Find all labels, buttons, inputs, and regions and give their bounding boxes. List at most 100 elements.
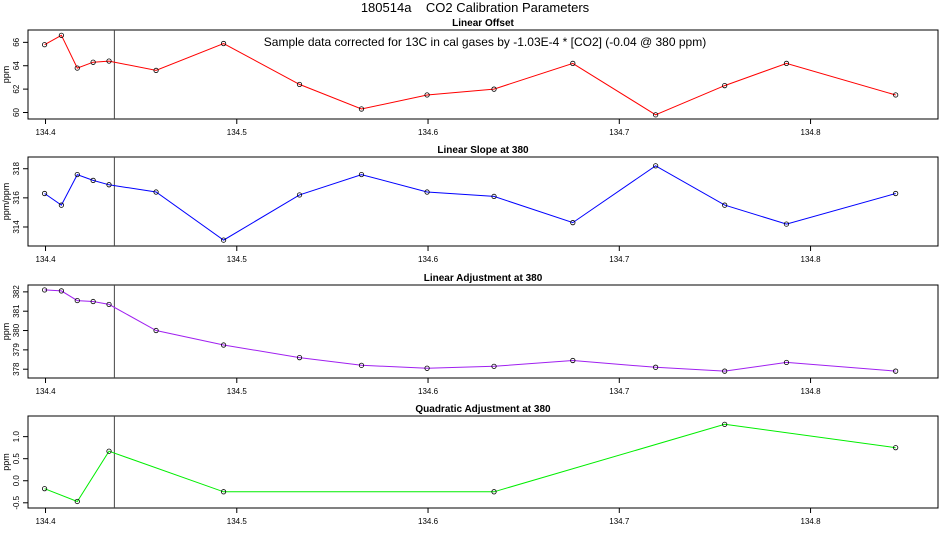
data-point (893, 368, 899, 374)
chart-title: Linear Offset (452, 18, 514, 29)
data-point (783, 221, 790, 227)
data-point (58, 32, 64, 38)
chart-title: Quadratic Adjustment at 380 (415, 404, 551, 415)
data-point (74, 65, 80, 71)
x-tick-label: 134.8 (801, 128, 822, 137)
y-tick-label: 380 (12, 323, 21, 337)
data-point (491, 489, 497, 495)
data-point (90, 298, 96, 305)
chart-panel-4: Quadratic Adjustment at 380 ppm 134.4 134.5… (1, 404, 939, 526)
x-tick-label: 134.4 (36, 128, 57, 137)
data-point (153, 327, 159, 334)
data-point (358, 106, 365, 112)
x-tick-label: 134.7 (609, 128, 630, 137)
data-point (722, 421, 728, 427)
x-tick-label: 134.6 (418, 255, 439, 264)
data-point (106, 448, 112, 454)
data-point (90, 177, 96, 183)
data-point (358, 362, 365, 368)
data-point (722, 202, 728, 208)
plot-frame (27, 156, 939, 247)
data-point (74, 498, 80, 505)
y-tick-label: 382 (12, 285, 21, 299)
data-point (491, 86, 497, 92)
data-point (153, 67, 159, 74)
data-point (570, 220, 576, 226)
data-point (220, 489, 227, 495)
series-line (44, 165, 896, 241)
plot-frame (27, 29, 939, 120)
data-point (424, 92, 430, 98)
data-point (722, 83, 728, 89)
series-line (44, 289, 896, 372)
data-point (220, 40, 227, 47)
y-tick-label: 378 (12, 362, 21, 376)
data-point (106, 58, 112, 64)
chart-annotation: Sample data corrected for 13C in cal gas… (264, 35, 706, 49)
data-point (491, 363, 497, 369)
y-tick-label: 62 (12, 84, 21, 93)
data-point (893, 445, 899, 451)
y-axis-label: ppm/ppm (1, 183, 11, 221)
x-tick-label: 134.7 (609, 255, 630, 264)
data-point (296, 192, 303, 198)
data-point (783, 359, 790, 366)
data-point (424, 189, 430, 195)
data-point (783, 60, 790, 66)
x-tick-label: 134.6 (418, 517, 439, 526)
data-point (41, 486, 48, 492)
plot-frame (27, 415, 939, 509)
data-point (296, 81, 303, 88)
data-point (41, 190, 48, 197)
data-point (153, 189, 159, 195)
y-tick-label: 0.0 (12, 475, 21, 487)
chart-title: Linear Adjustment at 380 (424, 273, 543, 284)
data-point (106, 301, 112, 308)
x-tick-label: 134.5 (227, 255, 248, 264)
data-point (296, 354, 303, 361)
chart-title: Linear Slope at 380 (437, 145, 529, 156)
y-tick-label: 379 (12, 343, 21, 357)
x-tick-label: 134.4 (36, 387, 57, 396)
x-tick-label: 134.5 (227, 517, 248, 526)
y-tick-label: 316 (12, 191, 21, 205)
data-point (722, 368, 728, 374)
y-tick-label: 318 (12, 162, 21, 176)
x-tick-label: 134.5 (227, 128, 248, 137)
y-tick-label: 381 (12, 304, 21, 318)
data-point (58, 202, 64, 208)
data-point (358, 171, 365, 178)
data-point (653, 163, 659, 169)
y-tick-label: 1.0 (12, 431, 21, 443)
plot-frame (27, 284, 939, 379)
series-line (44, 423, 896, 503)
data-point (74, 171, 80, 178)
data-point (220, 237, 227, 243)
data-point (41, 42, 48, 48)
chart-panel-1: Linear Offset Sample data corrected for 1… (1, 18, 939, 137)
y-tick-label: 314 (12, 220, 21, 234)
chart-panel-2: Linear Slope at 380 ppm/ppm 134.4 134.5 134.… (1, 145, 939, 264)
x-tick-label: 134.6 (418, 128, 439, 137)
series-line (44, 34, 896, 116)
data-point (491, 193, 497, 200)
data-point (58, 288, 64, 294)
x-tick-label: 134.8 (801, 255, 822, 264)
y-axis-label: ppm (1, 323, 11, 341)
data-point (653, 112, 659, 118)
data-point (653, 364, 659, 370)
data-point (106, 182, 112, 188)
page-title: 180514a CO2 Calibration Parameters (360, 0, 590, 15)
x-tick-label: 134.6 (418, 387, 439, 396)
x-tick-label: 134.8 (801, 387, 822, 396)
y-axis-label: ppm (1, 453, 11, 471)
data-point (570, 60, 576, 66)
y-tick-label: 0.5 (12, 453, 21, 465)
data-point (41, 287, 48, 293)
data-point (893, 92, 899, 98)
data-point (570, 357, 576, 364)
data-point (74, 297, 80, 304)
y-tick-label: 64 (12, 61, 21, 70)
data-point (90, 59, 96, 65)
